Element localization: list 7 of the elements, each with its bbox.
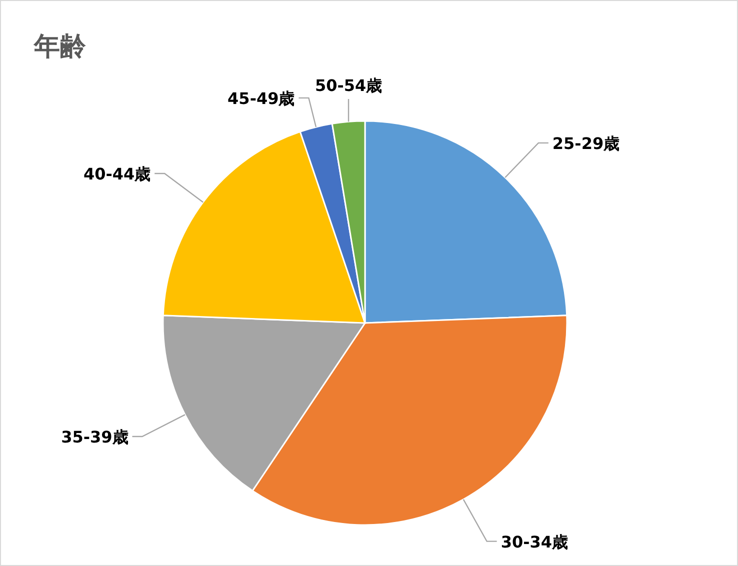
slice-label: 35-39歳 bbox=[61, 428, 128, 446]
slice-label: 30-34歳 bbox=[500, 532, 568, 552]
slice-label: 45-49歳 bbox=[228, 88, 295, 108]
slice-label: 50-54歳 bbox=[314, 76, 382, 95]
slice-label: 25-29歳 bbox=[552, 134, 620, 153]
chart-title: 年齢 bbox=[33, 32, 87, 62]
slice-label: 40-44歳 bbox=[83, 164, 151, 184]
